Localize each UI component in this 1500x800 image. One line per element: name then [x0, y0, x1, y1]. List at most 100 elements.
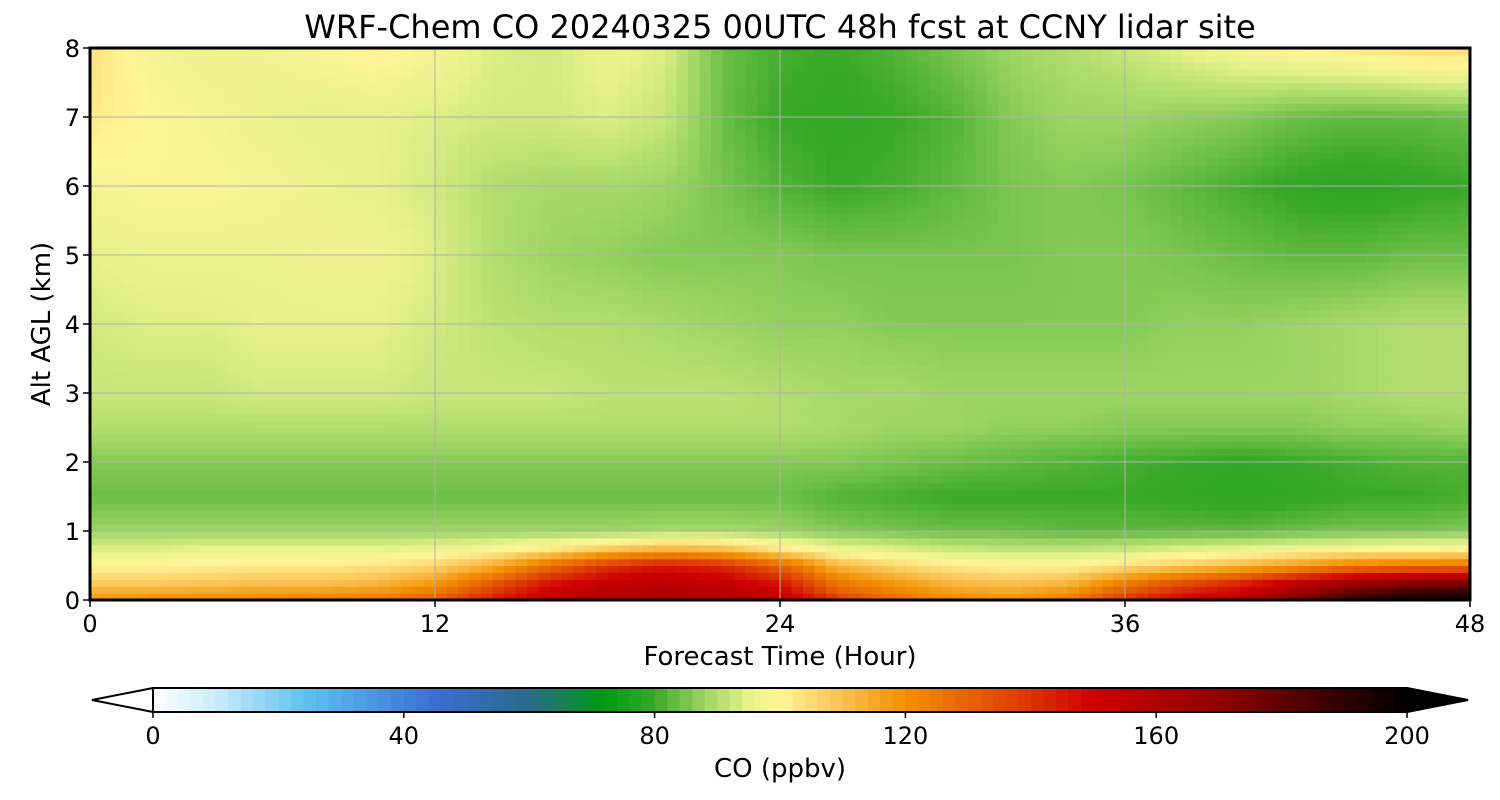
- heatmap-cell: [561, 544, 574, 553]
- heatmap-cell: [377, 524, 390, 532]
- heatmap-cell: [653, 448, 666, 456]
- heatmap-cell: [205, 213, 218, 222]
- heatmap-cell: [124, 206, 137, 215]
- heatmap-cell: [113, 344, 126, 353]
- heatmap-cell: [400, 172, 413, 180]
- heatmap-cell: [354, 110, 367, 118]
- heatmap-cell: [653, 282, 666, 291]
- heatmap-cell: [331, 406, 344, 415]
- heatmap-cell: [308, 482, 321, 491]
- heatmap-cell: [469, 96, 482, 104]
- heatmap-cell: [780, 558, 793, 567]
- heatmap-cell: [561, 468, 574, 477]
- heatmap-cell: [182, 475, 195, 484]
- heatmap-cell: [170, 551, 183, 560]
- heatmap-cell: [561, 434, 574, 442]
- heatmap-cell: [538, 448, 551, 456]
- heatmap-cell: [768, 248, 781, 256]
- heatmap-cell: [147, 261, 160, 270]
- heatmap-cell: [630, 227, 643, 235]
- heatmap-cell: [446, 117, 459, 125]
- heatmap-cell: [377, 337, 390, 346]
- heatmap-cell: [653, 462, 666, 470]
- heatmap-cell: [527, 517, 540, 525]
- heatmap-cell: [492, 413, 505, 422]
- heatmap-cell: [193, 565, 206, 573]
- heatmap-cell: [596, 54, 609, 63]
- heatmap-cell: [688, 462, 701, 470]
- heatmap-cell: [481, 282, 494, 291]
- heatmap-cell: [389, 441, 402, 449]
- heatmap-cell: [170, 117, 183, 125]
- heatmap-cell: [285, 103, 298, 111]
- heatmap-cell: [101, 489, 114, 498]
- heatmap-cell: [538, 462, 551, 470]
- heatmap-cell: [711, 75, 724, 84]
- heatmap-cell: [182, 482, 195, 491]
- heatmap-cell: [113, 551, 126, 560]
- heatmap-cell: [642, 448, 655, 456]
- heatmap-cell: [481, 103, 494, 111]
- heatmap-cell: [182, 310, 195, 318]
- heatmap-cell: [262, 220, 275, 228]
- heatmap-cell: [550, 524, 563, 532]
- heatmap-cell: [527, 275, 540, 284]
- heatmap-cell: [515, 393, 528, 401]
- heatmap-cell: [446, 586, 459, 594]
- heatmap-cell: [308, 399, 321, 408]
- heatmap-cell: [136, 199, 149, 208]
- heatmap-cell: [550, 123, 563, 132]
- heatmap-cell: [492, 227, 505, 235]
- heatmap-cell: [228, 54, 241, 63]
- heatmap-cell: [239, 572, 252, 580]
- heatmap-cell: [147, 324, 160, 332]
- heatmap-cell: [101, 261, 114, 270]
- heatmap-cell: [745, 365, 758, 373]
- heatmap-cell: [665, 510, 678, 518]
- heatmap-cell: [308, 117, 321, 125]
- heatmap-cell: [205, 448, 218, 456]
- heatmap-cell: [170, 524, 183, 532]
- heatmap-cell: [481, 558, 494, 567]
- heatmap-cell: [596, 206, 609, 215]
- heatmap-cell: [699, 330, 712, 339]
- heatmap-cell: [527, 227, 540, 235]
- heatmap-cell: [734, 130, 747, 139]
- heatmap-cell: [515, 96, 528, 104]
- heatmap-cell: [630, 61, 643, 70]
- heatmap-cell: [170, 268, 183, 277]
- heatmap-cell: [446, 455, 459, 463]
- heatmap-cell: [400, 475, 413, 484]
- heatmap-cell: [619, 213, 632, 222]
- heatmap-cell: [423, 337, 436, 346]
- heatmap-cell: [389, 565, 402, 573]
- heatmap-cell: [147, 82, 160, 90]
- heatmap-cell: [366, 268, 379, 277]
- heatmap-cell: [458, 61, 471, 70]
- heatmap-cell: [182, 593, 195, 601]
- heatmap-cell: [642, 593, 655, 601]
- heatmap-cell: [745, 593, 758, 601]
- heatmap-cell: [768, 537, 781, 546]
- heatmap-cell: [481, 503, 494, 511]
- heatmap-cell: [573, 68, 586, 77]
- heatmap-cell: [780, 130, 793, 139]
- heatmap-cell: [366, 524, 379, 532]
- heatmap-cell: [366, 296, 379, 304]
- heatmap-cell: [159, 510, 172, 518]
- heatmap-cell: [699, 551, 712, 560]
- heatmap-cell: [653, 358, 666, 366]
- heatmap-cell: [113, 593, 126, 601]
- heatmap-cell: [757, 310, 770, 318]
- heatmap-cell: [768, 337, 781, 346]
- heatmap-cell: [722, 275, 735, 284]
- heatmap-cell: [550, 220, 563, 228]
- heatmap-cell: [515, 365, 528, 373]
- heatmap-cell: [722, 344, 735, 353]
- heatmap-cell: [124, 324, 137, 332]
- heatmap-cell: [619, 289, 632, 297]
- heatmap-cell: [389, 531, 402, 539]
- heatmap-cell: [596, 48, 609, 56]
- heatmap-cell: [527, 565, 540, 573]
- heatmap-cell: [699, 165, 712, 173]
